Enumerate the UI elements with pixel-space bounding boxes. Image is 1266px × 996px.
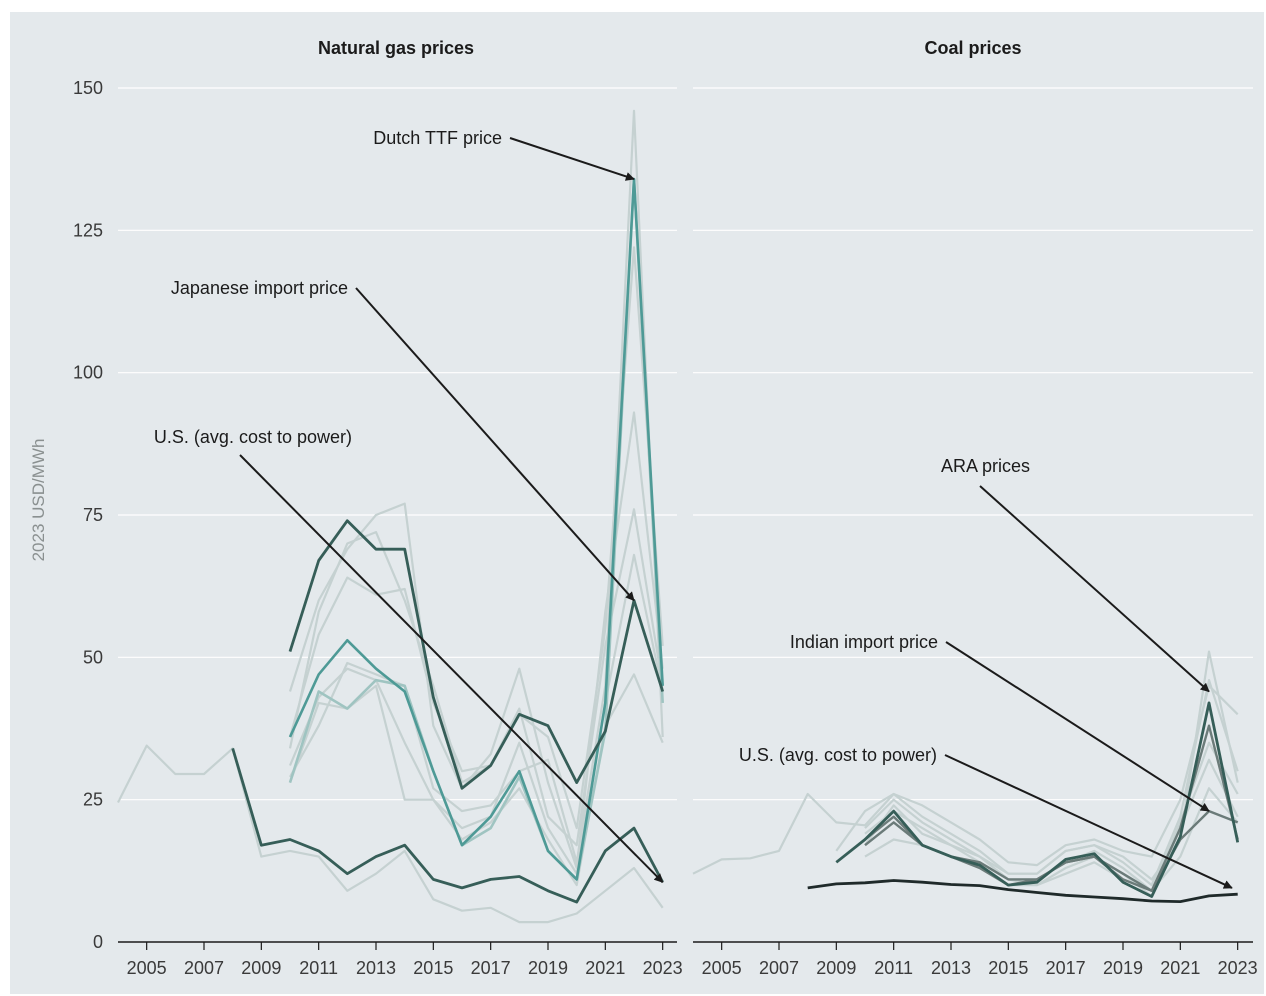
x-tick-label: 2019: [528, 958, 568, 978]
annotation-label: Dutch TTF price: [373, 128, 502, 148]
x-tick-label: 2013: [931, 958, 971, 978]
x-tick-label: 2013: [356, 958, 396, 978]
annotation-label: ARA prices: [941, 456, 1030, 476]
x-tick-label: 2021: [585, 958, 625, 978]
natural-gas-panel: Natural gas prices 2005 2007 2009 2011 2013 2…: [117, 38, 683, 978]
series-line-1: [289, 109, 664, 864]
annotation-label: Japanese import price: [171, 278, 348, 298]
coal-panel: Coal prices 2005 2007 2009 2011 2013 2015 2017…: [692, 38, 1258, 978]
x-tick-label: 2009: [241, 958, 281, 978]
x-tick-label: 2011: [874, 958, 913, 978]
series-line-2: [864, 678, 1239, 887]
series-line-8: [288, 177, 664, 881]
annotation-label: Indian import price: [790, 632, 938, 652]
x-tick-label: 2015: [988, 958, 1028, 978]
x-tick-label: 2023: [643, 958, 683, 978]
annotation-arrow: [509, 137, 635, 181]
x-tick-label: 2017: [471, 958, 511, 978]
series-line-3: [288, 411, 664, 870]
x-tick-label: 2007: [184, 958, 224, 978]
y-axis-label: 2023 USD/MWh: [29, 439, 48, 562]
x-tick-label: 2009: [816, 958, 856, 978]
y-tick-label: 75: [83, 505, 103, 525]
y-tick-label: 100: [73, 363, 103, 383]
x-tick-label: 2021: [1160, 958, 1200, 978]
series-line-9: [807, 879, 1238, 903]
annotation-arrow: [945, 641, 1210, 812]
annotation-arrow: [944, 754, 1233, 889]
x-tick-label: 2019: [1103, 958, 1143, 978]
series-line-0: [692, 684, 1239, 875]
x-tick-label: 2015: [413, 958, 453, 978]
x-tick-label: 2007: [759, 958, 799, 978]
x-tick-label: 2005: [702, 958, 742, 978]
annotation-arrow: [355, 287, 635, 602]
series-line-0: [117, 744, 664, 924]
x-tick-label: 2011: [299, 958, 338, 978]
x-tick-label: 2023: [1218, 958, 1258, 978]
y-tick-label: 0: [93, 932, 103, 952]
y-tick-label: 25: [83, 790, 103, 810]
panel-title-coal: Coal prices: [924, 38, 1021, 58]
panel-title-natural-gas: Natural gas prices: [318, 38, 474, 58]
x-tick-label: 2005: [127, 958, 167, 978]
series-line-9: [288, 519, 665, 790]
y-axis: 0 25 50 75 100 125 150: [73, 78, 103, 952]
series-line-8: [835, 701, 1240, 898]
annotation-label: U.S. (avg. cost to power): [739, 745, 937, 765]
x-tick-label: 2017: [1046, 958, 1086, 978]
annotation-arrow: [979, 485, 1210, 693]
series-line-7: [288, 177, 664, 881]
y-tick-label: 50: [83, 647, 103, 667]
y-tick-label: 125: [73, 220, 103, 240]
y-tick-label: 150: [73, 78, 103, 98]
annotation-arrow: [239, 454, 664, 883]
annotation-label: U.S. (avg. cost to power): [154, 427, 352, 447]
series-line-4: [288, 508, 664, 847]
series-line-10: [231, 748, 664, 904]
